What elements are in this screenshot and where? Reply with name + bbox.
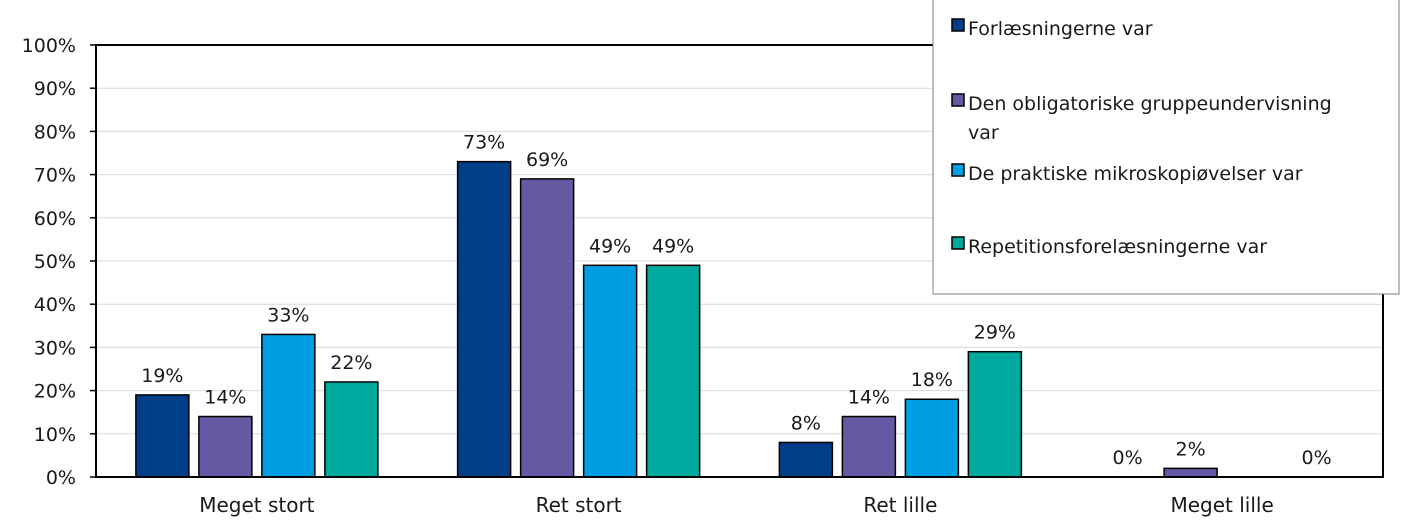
- legend-swatch: [951, 163, 965, 177]
- x-category-label: Ret stort: [536, 493, 622, 517]
- data-label: 0%: [1302, 447, 1332, 469]
- bar: [967, 350, 1023, 478]
- y-tick-label: 10%: [34, 424, 76, 446]
- data-label: 18%: [911, 369, 953, 391]
- legend-label: De praktiske mikroskopiøvelser var: [968, 163, 1303, 185]
- legend-swatch: [951, 18, 965, 32]
- y-tick-label: 80%: [34, 121, 76, 143]
- x-category-label: Meget lille: [1170, 493, 1273, 517]
- bar: [135, 394, 190, 478]
- bar: [1163, 467, 1218, 478]
- bar: [456, 160, 512, 478]
- x-category-labels: Meget stort Ret stort Ret lille Meget lille: [199, 493, 1274, 517]
- bar: [582, 264, 638, 478]
- bar: [519, 178, 575, 478]
- data-label: 22%: [330, 352, 372, 374]
- bar: [841, 415, 897, 478]
- data-label: 8%: [791, 412, 821, 434]
- y-tick-label: 50%: [34, 251, 76, 273]
- data-label: 69%: [526, 149, 568, 171]
- legend-swatch: [951, 236, 965, 250]
- bar: [198, 415, 253, 478]
- x-category-label: Meget stort: [199, 493, 314, 517]
- data-label: 19%: [141, 365, 183, 387]
- legend-swatch: [951, 93, 965, 107]
- bar: [261, 333, 316, 478]
- bar: [645, 264, 701, 478]
- y-tick-label: 40%: [34, 294, 76, 316]
- y-tick-label: 70%: [34, 165, 76, 187]
- legend-label: Forlæsningerne var: [968, 18, 1153, 40]
- y-tick-label: 100%: [22, 35, 76, 57]
- y-tick-label: 90%: [34, 78, 76, 100]
- y-tick-labels: 0% 10% 20% 30% 40% 50% 60% 70% 80% 90% 100%: [22, 35, 96, 489]
- data-label: 33%: [267, 304, 309, 326]
- y-tick-label: 60%: [34, 208, 76, 230]
- bar: [778, 441, 834, 478]
- bar: [904, 398, 960, 478]
- data-label: 2%: [1176, 438, 1206, 460]
- data-label: 73%: [463, 132, 505, 154]
- data-label: 49%: [589, 235, 631, 257]
- legend: Forlæsningerne var Den obligatoriske grup…: [932, 0, 1400, 295]
- y-tick-label: 30%: [34, 337, 76, 359]
- data-label: 14%: [204, 387, 246, 409]
- y-tick-label: 20%: [34, 381, 76, 403]
- legend-label: Repetitionsforelæsningerne var: [968, 236, 1267, 258]
- bar: [324, 381, 379, 478]
- legend-label: Den obligatoriske gruppeundervisning var: [968, 93, 1332, 144]
- x-category-label: Ret lille: [863, 493, 937, 517]
- data-label: 29%: [974, 322, 1016, 344]
- legend-box: [932, 0, 1400, 295]
- data-labels: 19% 14% 33% 22% 73% 69% 49% 49% 8% 14% 18% 29% 0% 2% 0…: [141, 132, 1331, 469]
- data-label: 14%: [848, 387, 890, 409]
- y-tick-label: 0%: [46, 467, 76, 489]
- data-label: 0%: [1113, 447, 1143, 469]
- data-label: 49%: [652, 235, 694, 257]
